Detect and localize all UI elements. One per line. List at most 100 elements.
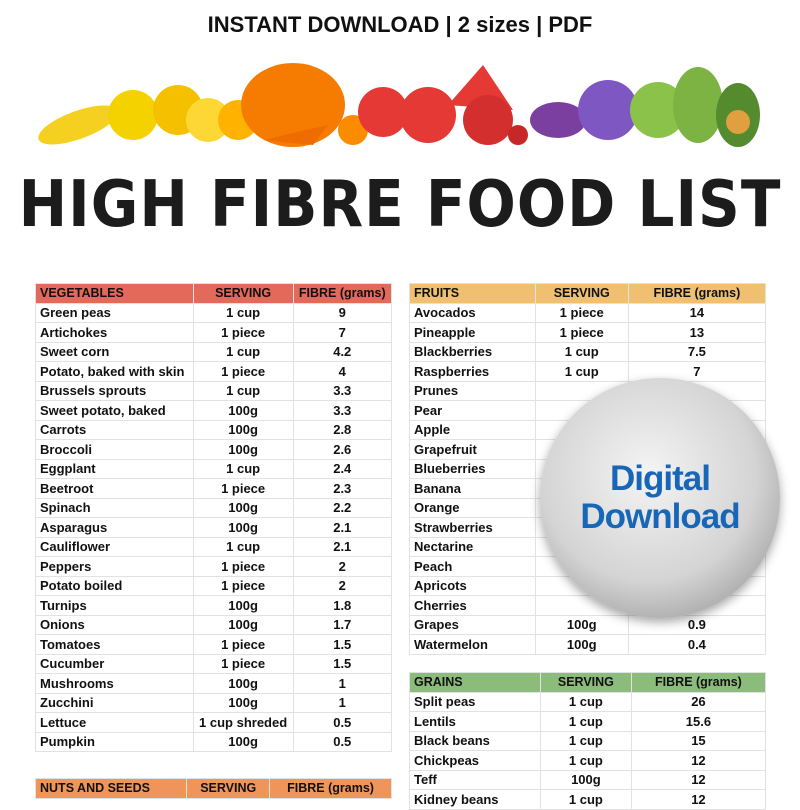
serving: 100g [192, 419, 294, 440]
food-name: Grapefruit [409, 439, 536, 460]
food-name: Grapes [409, 614, 536, 635]
table-row: Lettuce 1 cup shreded 0.5 [35, 712, 393, 733]
food-name: Strawberries [409, 517, 536, 538]
serving: 100g [192, 595, 294, 616]
fibre-grams: 12 [630, 750, 767, 771]
table-row: Eggplant 1 cup 2.4 [35, 458, 393, 479]
food-name: Split peas [409, 691, 541, 712]
serving: 100g [534, 614, 629, 635]
serving: 1 cup [539, 750, 632, 771]
serving: 1 piece [192, 322, 294, 343]
serving: 1 piece [192, 653, 294, 674]
food-name: Apple [409, 419, 536, 440]
food-name: Banana [409, 478, 536, 499]
column-header: FIBRE (grams) [269, 778, 392, 799]
food-name: Chickpeas [409, 750, 541, 771]
fibre-grams: 2.1 [292, 536, 393, 557]
serving: 1 cup [192, 380, 294, 401]
table-row: Kidney beans 1 cup 12 [409, 789, 767, 810]
table-row: Zucchini 100g 1 [35, 692, 393, 713]
grains-table: GRAINS SERVING FIBRE (grams) Split peas 1 cu… [409, 672, 767, 810]
column-header: SERVING [192, 283, 294, 304]
table-row: Cucumber 1 piece 1.5 [35, 653, 393, 674]
table-row: Sweet corn 1 cup 4.2 [35, 341, 393, 362]
fibre-grams: 2.1 [292, 517, 393, 538]
fibre-grams: 13 [627, 322, 767, 343]
fibre-grams: 1.7 [292, 614, 393, 635]
fibre-grams: 0.9 [627, 614, 767, 635]
serving: 1 piece [192, 361, 294, 382]
food-name: Sweet potato, baked [35, 400, 194, 421]
fibre-grams: 15.6 [630, 711, 767, 732]
serving: 100g [192, 497, 294, 518]
fibre-grams: 26 [630, 691, 767, 712]
fibre-grams: 1 [292, 673, 393, 694]
serving: 1 piece [192, 556, 294, 577]
table-row: Peppers 1 piece 2 [35, 556, 393, 577]
fibre-grams: 1.5 [292, 653, 393, 674]
food-name: Tomatoes [35, 634, 194, 655]
food-name: Broccoli [35, 439, 194, 460]
serving: 1 piece [534, 302, 629, 323]
tagline: INSTANT DOWNLOAD | 2 sizes | PDF [207, 12, 593, 37]
fibre-grams: 2 [292, 575, 393, 596]
food-name: Potato, baked with skin [35, 361, 194, 382]
food-name: Carrots [35, 419, 194, 440]
table-row: Spinach 100g 2.2 [35, 497, 393, 518]
food-name: Cauliflower [35, 536, 194, 557]
serving: 1 cup [192, 458, 294, 479]
fibre-grams: 3.3 [292, 380, 393, 401]
food-name: Brussels sprouts [35, 380, 194, 401]
fibre-grams: 0.5 [292, 731, 393, 752]
food-name: Peppers [35, 556, 194, 577]
serving: 100g [192, 731, 294, 752]
serving: 1 cup [539, 789, 632, 810]
table-row: Chickpeas 1 cup 12 [409, 750, 767, 771]
food-name: Zucchini [35, 692, 194, 713]
serving: 100g [192, 517, 294, 538]
serving: 1 cup [534, 361, 629, 382]
table-row: Carrots 100g 2.8 [35, 419, 393, 440]
table-row: Asparagus 100g 2.1 [35, 517, 393, 538]
serving: 1 cup [534, 341, 629, 362]
serving: 1 cup [192, 341, 294, 362]
food-name: Potato boiled [35, 575, 194, 596]
vegetables-table: VEGETABLES SERVING FIBRE (grams) Green peas… [35, 283, 393, 752]
food-name: Watermelon [409, 634, 536, 655]
food-name: Prunes [409, 380, 536, 401]
serving: 1 piece [534, 322, 629, 343]
food-name: Blackberries [409, 341, 536, 362]
food-name: Turnips [35, 595, 194, 616]
fibre-grams: 2.3 [292, 478, 393, 499]
table-row: Beetroot 1 piece 2.3 [35, 478, 393, 499]
table-row: Split peas 1 cup 26 [409, 691, 767, 712]
column-header: FRUITS [409, 283, 536, 304]
food-name: Teff [409, 769, 541, 790]
serving: 100g [534, 634, 629, 655]
table-row: Watermelon 100g 0.4 [409, 634, 767, 655]
table-row: Grapes 100g 0.9 [409, 614, 767, 635]
food-name: Beetroot [35, 478, 194, 499]
fibre-grams: 1.5 [292, 634, 393, 655]
serving: 100g [192, 439, 294, 460]
food-name: Cherries [409, 595, 536, 616]
table-row: Teff 100g 12 [409, 769, 767, 790]
food-name: Green peas [35, 302, 194, 323]
serving: 100g [192, 614, 294, 635]
food-name: Black beans [409, 730, 541, 751]
page-title: HIGH FIBRE FOOD LIST [18, 166, 782, 242]
fibre-grams: 2.4 [292, 458, 393, 479]
food-name: Kidney beans [409, 789, 541, 810]
food-name: Pumpkin [35, 731, 194, 752]
food-name: Avocados [409, 302, 536, 323]
nuts-and-seeds-table: NUTS AND SEEDS SERVING FIBRE (grams) [34, 778, 392, 799]
fibre-grams: 4 [292, 361, 393, 382]
table-row: Blackberries 1 cup 7.5 [409, 341, 767, 362]
fibre-grams: 7 [292, 322, 393, 343]
food-name: Mushrooms [35, 673, 194, 694]
fibre-grams: 14 [627, 302, 767, 323]
fibre-grams: 9 [292, 302, 393, 323]
column-header: NUTS AND SEEDS [34, 778, 188, 799]
table-row: Mushrooms 100g 1 [35, 673, 393, 694]
food-name: Raspberries [409, 361, 536, 382]
